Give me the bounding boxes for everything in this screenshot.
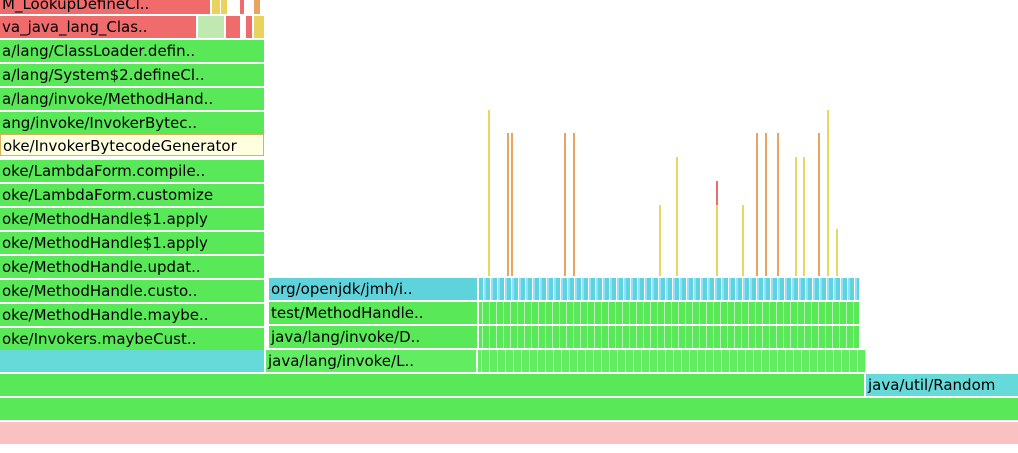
thin-frame[interactable]: [756, 133, 758, 276]
frame-lookup-define-class[interactable]: M_LookupDefineCl..: [0, 0, 210, 14]
frame-methodhandle-apply-2[interactable]: oke/MethodHandle$1.apply: [0, 232, 264, 254]
frame-system-define-class[interactable]: a/lang/System$2.defineCl..: [0, 64, 264, 86]
frame-slice[interactable]: [254, 16, 264, 38]
frame-lambdaform-compile[interactable]: oke/LambdaForm.compile..: [0, 160, 264, 182]
frame-methodhandle-update[interactable]: oke/MethodHandle.updat..: [0, 256, 264, 278]
frame-wide-green-2[interactable]: [0, 398, 1018, 420]
frame-java-lang-invoke-l[interactable]: java/lang/invoke/L..: [266, 350, 476, 372]
thin-frame[interactable]: [507, 133, 509, 276]
frame-methodhandles[interactable]: a/lang/invoke/MethodHand..: [0, 88, 264, 110]
thin-frame[interactable]: [716, 205, 718, 276]
frame-slice[interactable]: [246, 16, 252, 38]
thin-frame[interactable]: [765, 133, 767, 276]
frame-methodhandle-custom[interactable]: oke/MethodHandle.custo..: [0, 280, 264, 302]
frame-slice[interactable]: [212, 0, 220, 14]
frame-java-util-random[interactable]: java/util/Random: [866, 374, 1018, 396]
thin-frame[interactable]: [488, 110, 490, 276]
thin-frame[interactable]: [827, 110, 829, 276]
frame-slice[interactable]: [221, 0, 227, 14]
frame-java-lang-class[interactable]: va_java_lang_Clas..: [0, 16, 196, 38]
frame-test-methodhandle[interactable]: test/MethodHandle..: [269, 302, 477, 324]
thin-frame[interactable]: [659, 205, 661, 276]
frame-stripes-row-3[interactable]: [479, 326, 859, 348]
frame-slice[interactable]: [198, 16, 224, 38]
thin-frame[interactable]: [676, 157, 678, 276]
frame-slice[interactable]: [254, 0, 260, 14]
frame-stripes-row-4[interactable]: [478, 350, 866, 372]
frame-slice[interactable]: [240, 0, 244, 14]
frame-methodhandle-maybe[interactable]: oke/MethodHandle.maybe..: [0, 304, 264, 326]
frame-stripes-row-1[interactable]: [479, 278, 859, 300]
frame-stripes-row-2[interactable]: [479, 302, 859, 324]
frame-classloader-define[interactable]: a/lang/ClassLoader.defin..: [0, 40, 264, 62]
frame-teal-left[interactable]: [0, 350, 264, 372]
frame-invoker-bytecode[interactable]: ang/invoke/InvokerBytec..: [0, 112, 264, 134]
thin-frame[interactable]: [836, 229, 838, 276]
thin-frame[interactable]: [742, 205, 744, 276]
thin-frame[interactable]: [795, 157, 797, 276]
frame-jmh[interactable]: org/openjdk/jmh/i..: [269, 278, 477, 300]
frame-lambdaform-customize[interactable]: oke/LambdaForm.customize: [0, 184, 264, 206]
frame-invoker-bytecode-generator-highlighted[interactable]: oke/InvokerBytecodeGenerator: [0, 134, 264, 156]
thin-frame[interactable]: [511, 133, 513, 276]
thin-frame[interactable]: [564, 133, 566, 276]
thin-frame[interactable]: [803, 157, 805, 276]
thin-frame[interactable]: [573, 133, 575, 276]
frame-invokers-maybe-customize[interactable]: oke/Invokers.maybeCust..: [0, 328, 264, 350]
frame-slice[interactable]: [226, 16, 240, 38]
thin-frame[interactable]: [777, 133, 779, 276]
frame-java-lang-invoke-d[interactable]: java/lang/invoke/D..: [269, 326, 477, 348]
frame-root[interactable]: [0, 422, 1018, 444]
frame-wide-green-1[interactable]: [0, 374, 864, 396]
thin-frame[interactable]: [818, 133, 820, 276]
frame-methodhandle-apply-1[interactable]: oke/MethodHandle$1.apply: [0, 208, 264, 230]
